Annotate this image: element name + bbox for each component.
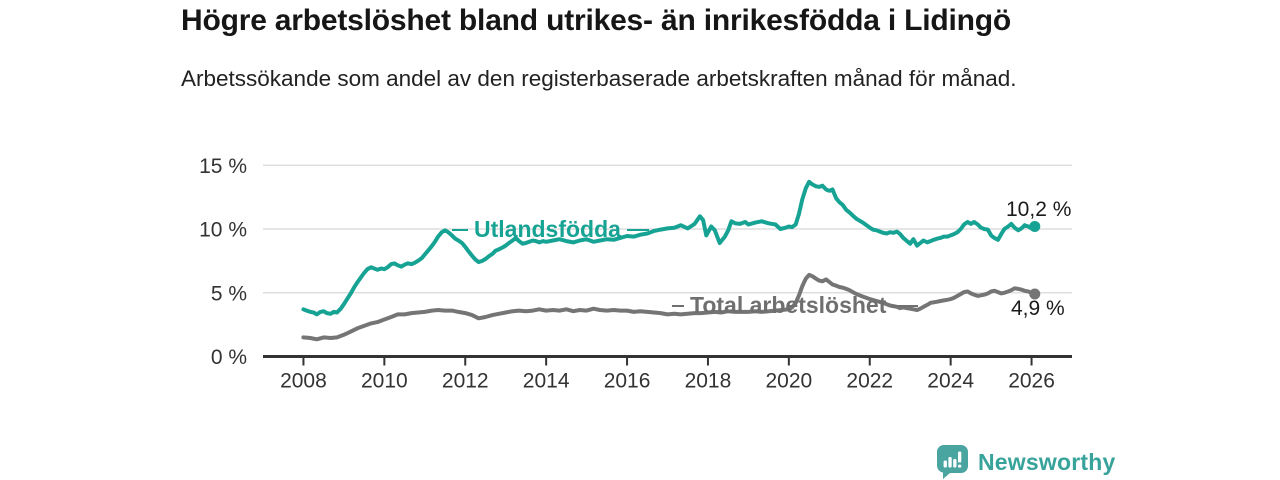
x-tick-label: 2018 <box>685 370 732 393</box>
label-leader-line <box>672 304 684 307</box>
y-tick-label: 5 % <box>211 282 247 305</box>
x-tick-label: 2024 <box>927 370 974 393</box>
series-label-text: Total arbetslöshet <box>690 292 887 318</box>
x-tick-label: 2014 <box>523 370 570 393</box>
y-tick-label: 0 % <box>211 346 247 369</box>
line-total-arbetsl-shet <box>301 272 1037 342</box>
x-tick-label: 2020 <box>765 370 812 393</box>
chart-title: Högre arbetslöshet bland utrikes- än inr… <box>181 4 1011 37</box>
x-tick-label: 2026 <box>1008 370 1055 393</box>
label-leader-line <box>452 228 468 231</box>
newsworthy-logo[interactable]: Newsworthy <box>936 444 1115 480</box>
label-leader-line <box>626 228 649 231</box>
line-utlandsf-dda <box>301 179 1037 317</box>
end-value-label-utlandsfodda: 10,2 % <box>1006 198 1072 221</box>
x-tick-label: 2008 <box>280 370 327 393</box>
newsworthy-bubble-icon <box>937 445 968 479</box>
newsworthy-wordmark: Newsworthy <box>978 448 1116 475</box>
label-leader-line <box>892 304 919 307</box>
chart-subtitle: Arbetssökande som andel av den registerb… <box>181 66 1017 91</box>
x-tick-label: 2012 <box>442 370 489 393</box>
end-value-label-total: 4,9 % <box>1011 297 1065 320</box>
x-tick-label: 2010 <box>361 370 408 393</box>
y-tick-label: 15 % <box>199 155 247 178</box>
y-tick-label: 10 % <box>199 219 247 242</box>
logo-bars-icon <box>943 451 962 468</box>
series-label-utlandsfodda: Utlandsfödda <box>452 216 649 243</box>
end-dot-utlandsf-dda <box>1029 220 1041 232</box>
x-tick-label: 2022 <box>846 370 893 393</box>
x-tick-label: 2016 <box>604 370 651 393</box>
series-label-text: Utlandsfödda <box>474 216 621 242</box>
series-label-total-arbetsloshet: Total arbetslöshet <box>672 292 919 319</box>
end-dot-total-arbetsl-shet <box>1029 288 1041 300</box>
